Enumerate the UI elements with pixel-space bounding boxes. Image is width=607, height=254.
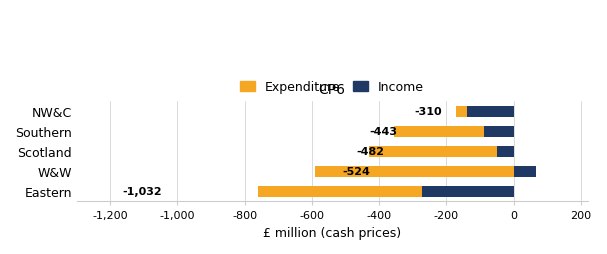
- Legend: Expenditure, Income: Expenditure, Income: [235, 76, 429, 99]
- Bar: [259, 186, 514, 197]
- Bar: [422, 186, 514, 197]
- Text: -482: -482: [357, 147, 385, 157]
- Text: -310: -310: [415, 107, 442, 117]
- Bar: [514, 166, 536, 177]
- Bar: [456, 106, 514, 117]
- Title: CP6: CP6: [319, 83, 345, 97]
- Bar: [467, 106, 514, 117]
- Bar: [395, 126, 514, 137]
- Bar: [484, 126, 514, 137]
- Bar: [315, 166, 514, 177]
- X-axis label: £ million (cash prices): £ million (cash prices): [263, 226, 401, 239]
- Text: -443: -443: [370, 127, 398, 137]
- Bar: [369, 146, 514, 157]
- Text: -524: -524: [342, 167, 370, 177]
- Text: -1,032: -1,032: [122, 187, 161, 197]
- Bar: [497, 146, 514, 157]
